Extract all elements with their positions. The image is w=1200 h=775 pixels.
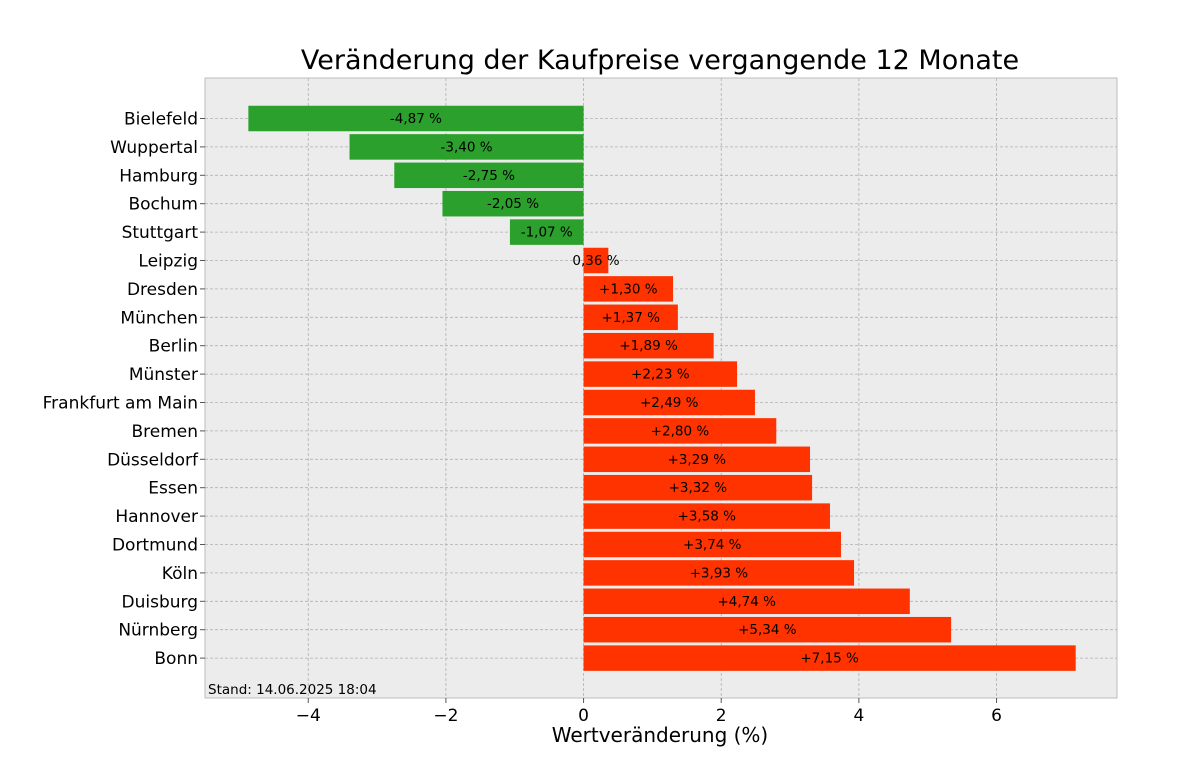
data-label: +4,74 %	[717, 594, 776, 610]
category-label: Bonn	[154, 649, 198, 669]
bar	[583, 247, 609, 274]
bar	[583, 389, 755, 416]
bar	[583, 361, 738, 387]
bar	[394, 162, 584, 189]
category-label: Stuttgart	[122, 223, 199, 243]
category-label: Düsseldorf	[107, 450, 199, 470]
x-tick-label: 0	[578, 706, 589, 726]
bar	[442, 190, 584, 217]
category-label: Dortmund	[112, 536, 198, 556]
data-labels: -4,87 % -3,40 % -2,75 % -2,05 % -1,07 % 0,36 …	[390, 111, 859, 667]
data-label: +3,29 %	[668, 452, 727, 468]
data-label: +2,23 %	[631, 367, 690, 383]
data-label: -4,87 %	[390, 111, 442, 127]
data-label: +1,37 %	[601, 310, 660, 326]
category-label: Nürnberg	[118, 621, 198, 641]
bar	[583, 474, 813, 501]
x-tick-label: −2	[433, 706, 458, 726]
bar	[583, 503, 830, 529]
data-label: +1,89 %	[619, 338, 678, 354]
bar	[583, 560, 855, 586]
x-tick-label: 2	[716, 706, 727, 726]
category-label: Münster	[129, 365, 198, 385]
bar	[583, 588, 910, 615]
data-label: -2,05 %	[487, 196, 539, 212]
category-label: Frankfurt am Main	[43, 394, 198, 414]
data-label: +3,74 %	[683, 537, 742, 553]
category-label: Leipzig	[138, 252, 198, 272]
chart-title: Veränderung der Kaufpreise vergangende 1…	[301, 45, 1019, 76]
category-label: Bremen	[131, 422, 198, 442]
bar	[583, 531, 841, 558]
data-label: -2,75 %	[463, 168, 515, 184]
bars	[248, 105, 1076, 671]
data-label: +1,30 %	[599, 281, 658, 297]
timestamp-annotation: Stand: 14.06.2025 18:04	[208, 682, 377, 698]
category-label: Köln	[162, 564, 198, 584]
data-label: +3,32 %	[669, 480, 728, 496]
bar	[583, 446, 811, 473]
category-labels: Bielefeld Wuppertal Hamburg Bochum Stuttgart…	[43, 110, 205, 669]
bar	[583, 418, 777, 444]
data-label: +2,49 %	[640, 395, 699, 411]
category-label: München	[120, 308, 198, 328]
category-label: Berlin	[149, 337, 198, 357]
bar	[583, 645, 1076, 671]
x-axis-label: Wertveränderung (%)	[552, 723, 769, 747]
category-label: Duisburg	[122, 592, 199, 612]
x-tick-label: 6	[991, 706, 1002, 726]
bar	[509, 219, 584, 245]
category-label: Essen	[148, 479, 198, 499]
bar	[583, 332, 714, 359]
data-label: 0,36 %	[572, 253, 619, 269]
bar	[349, 134, 584, 160]
data-label: +5,34 %	[738, 622, 797, 638]
data-label: +7,15 %	[800, 651, 859, 667]
bar	[248, 105, 584, 132]
bar	[583, 616, 952, 643]
data-label: -1,07 %	[521, 225, 573, 241]
category-label: Hamburg	[119, 166, 198, 186]
bar	[583, 276, 674, 302]
data-label: -3,40 %	[441, 139, 493, 155]
x-tick-label: −4	[296, 706, 321, 726]
data-label: +3,93 %	[690, 565, 749, 581]
data-label: +2,80 %	[651, 423, 710, 439]
x-axis-ticks: −4 −2 0 2 4 6	[296, 698, 1002, 726]
category-label: Wuppertal	[110, 138, 198, 158]
bar	[583, 304, 678, 331]
category-label: Bielefeld	[124, 110, 198, 130]
x-tick-label: 4	[853, 706, 864, 726]
category-label: Dresden	[127, 280, 198, 300]
category-label: Bochum	[128, 195, 198, 215]
data-label: +3,58 %	[678, 509, 737, 525]
category-label: Hannover	[115, 507, 198, 527]
